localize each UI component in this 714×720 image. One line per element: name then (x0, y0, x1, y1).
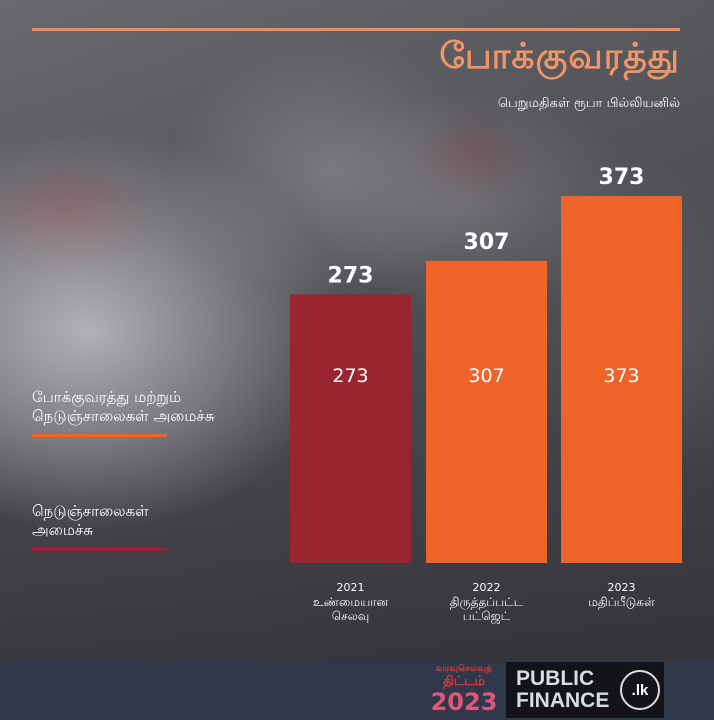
tick-label-category: மதிப்பீடுகள் (588, 595, 655, 609)
data-label-inside: 273 (332, 365, 368, 387)
tick-label-year: 2022 (473, 581, 501, 594)
tick-label-category: பட்ஜெட் (463, 609, 511, 624)
data-label-top: 307 (464, 230, 510, 255)
data-label-top: 273 (328, 263, 374, 288)
legend-item-highways: நெடுஞ்சாலைகள் அமைச்சு (32, 502, 202, 551)
data-label-inside: 307 (468, 365, 504, 387)
publicfinance-line2: FINANCE (516, 689, 610, 712)
tick-label-year: 2021 (337, 581, 365, 594)
publicfinance-wordmark: PUBLIC FINANCE (516, 668, 609, 712)
tick-label-category: செலவு (332, 609, 369, 623)
publicfinance-line1: PUBLIC (516, 667, 595, 690)
legend-label: நெடுஞ்சாலைகள் அமைச்சு (32, 502, 149, 539)
data-label-inside: 373 (603, 365, 639, 387)
legend-label: போக்குவரத்து மற்றும் நெடுஞ்சாலைகள் அமைச்… (32, 388, 215, 425)
page-title: போக்குவரத்து (439, 36, 680, 77)
bar-2021 (290, 294, 411, 563)
budget-logo-line2: திட்டம் (443, 674, 485, 689)
tick-label-year: 2023 (608, 581, 636, 594)
legend-swatch (32, 548, 167, 551)
legend-swatch (32, 434, 167, 437)
bar-2022 (426, 260, 547, 563)
budget-logo-year: 2023 (430, 688, 498, 716)
tick-label-category: உண்மையான (313, 595, 389, 609)
tick-label-category: திருத்தப்பட்ட (450, 595, 524, 610)
bar-2023 (561, 196, 682, 563)
chart-subtitle: பெறுமதிகள் ரூபா பில்லியனில் (497, 96, 680, 111)
data-label-top: 373 (599, 165, 645, 190)
legend-item-transport-highways: போக்குவரத்து மற்றும் நெடுஞ்சாலைகள் அமைச்… (32, 388, 242, 437)
budget-logo-line1: வரவுசெலவுத் (436, 664, 492, 674)
top-rule (32, 28, 680, 31)
budget-2023-logo: வரவுசெலவுத் திட்டம் 2023 (430, 664, 498, 716)
publicfinance-logo[interactable]: PUBLIC FINANCE .lk (506, 662, 664, 718)
publicfinance-badge: .lk (620, 670, 660, 710)
